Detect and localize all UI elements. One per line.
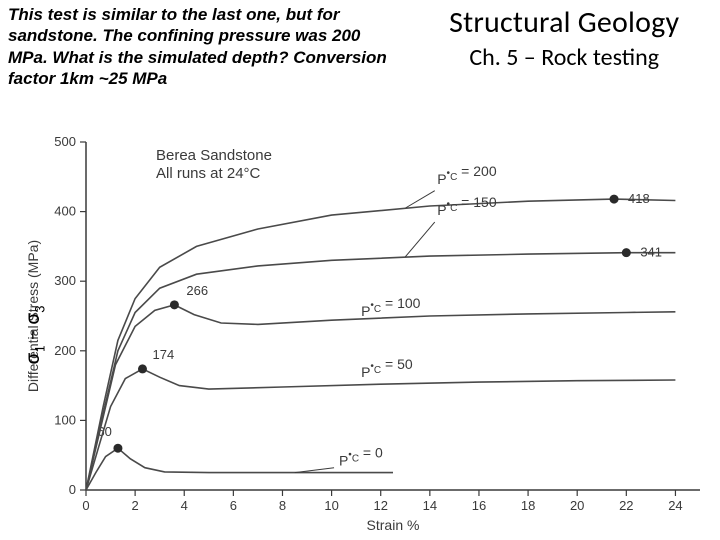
svg-text:500: 500 <box>54 134 76 149</box>
svg-text:300: 300 <box>54 273 76 288</box>
svg-text:16: 16 <box>472 498 486 513</box>
pc-label-3: P•C = 50 <box>361 356 413 380</box>
svg-text:22: 22 <box>619 498 633 513</box>
svg-text:P•C = 50: P•C = 50 <box>361 356 413 380</box>
prompt-text: This test is similar to the last one, bu… <box>8 4 404 89</box>
pc-label-2: P•C = 100 <box>361 295 421 319</box>
svg-text:All runs at 24°C: All runs at 24°C <box>156 165 261 182</box>
curve-pc-100 <box>86 305 675 490</box>
svg-text:6: 6 <box>230 498 237 513</box>
chart-container: σ1 – σ3 01002003004005000246810121416182… <box>0 130 720 540</box>
svg-text:18: 18 <box>521 498 535 513</box>
stress-strain-chart: 0100200300400500024681012141618202224Str… <box>0 130 720 540</box>
svg-text:10: 10 <box>324 498 338 513</box>
svg-text:P•C = 0: P•C = 0 <box>339 445 383 469</box>
svg-text:200: 200 <box>54 343 76 358</box>
pc-label-4: P•C = 0 <box>295 445 383 473</box>
svg-text:14: 14 <box>423 498 437 513</box>
svg-text:Berea Sandstone: Berea Sandstone <box>156 147 272 164</box>
peak-marker-pc-150 <box>622 248 631 257</box>
svg-text:4: 4 <box>181 498 188 513</box>
svg-text:0: 0 <box>82 498 89 513</box>
peak-label-pc-150: 341 <box>640 245 662 260</box>
course-title: Structural Geology <box>416 4 712 41</box>
peak-marker-pc-200 <box>610 195 619 204</box>
svg-text:24: 24 <box>668 498 682 513</box>
svg-text:12: 12 <box>373 498 387 513</box>
peak-label-pc-100: 266 <box>186 283 208 298</box>
peak-label-pc-50: 174 <box>152 347 174 362</box>
peak-marker-pc-0 <box>113 444 122 453</box>
svg-text:8: 8 <box>279 498 286 513</box>
svg-text:0: 0 <box>69 482 76 497</box>
svg-text:P•C = 150: P•C = 150 <box>437 194 497 218</box>
svg-text:20: 20 <box>570 498 584 513</box>
chapter-label: Ch. 5 – Rock testing <box>416 43 712 72</box>
pc-label-1: P•C = 150 <box>405 194 497 257</box>
svg-text:100: 100 <box>54 412 76 427</box>
svg-text:Strain %: Strain % <box>367 517 420 533</box>
peak-marker-pc-50 <box>138 364 147 373</box>
peak-marker-pc-100 <box>170 300 179 309</box>
svg-text:400: 400 <box>54 204 76 219</box>
svg-text:P•C = 100: P•C = 100 <box>361 295 421 319</box>
svg-text:2: 2 <box>132 498 139 513</box>
peak-label-pc-200: 418 <box>628 191 650 206</box>
svg-text:P•C = 200: P•C = 200 <box>437 163 497 187</box>
title-block: Structural Geology Ch. 5 – Rock testing <box>416 4 712 72</box>
y-axis-override-label: σ1 – σ3 <box>18 306 48 365</box>
